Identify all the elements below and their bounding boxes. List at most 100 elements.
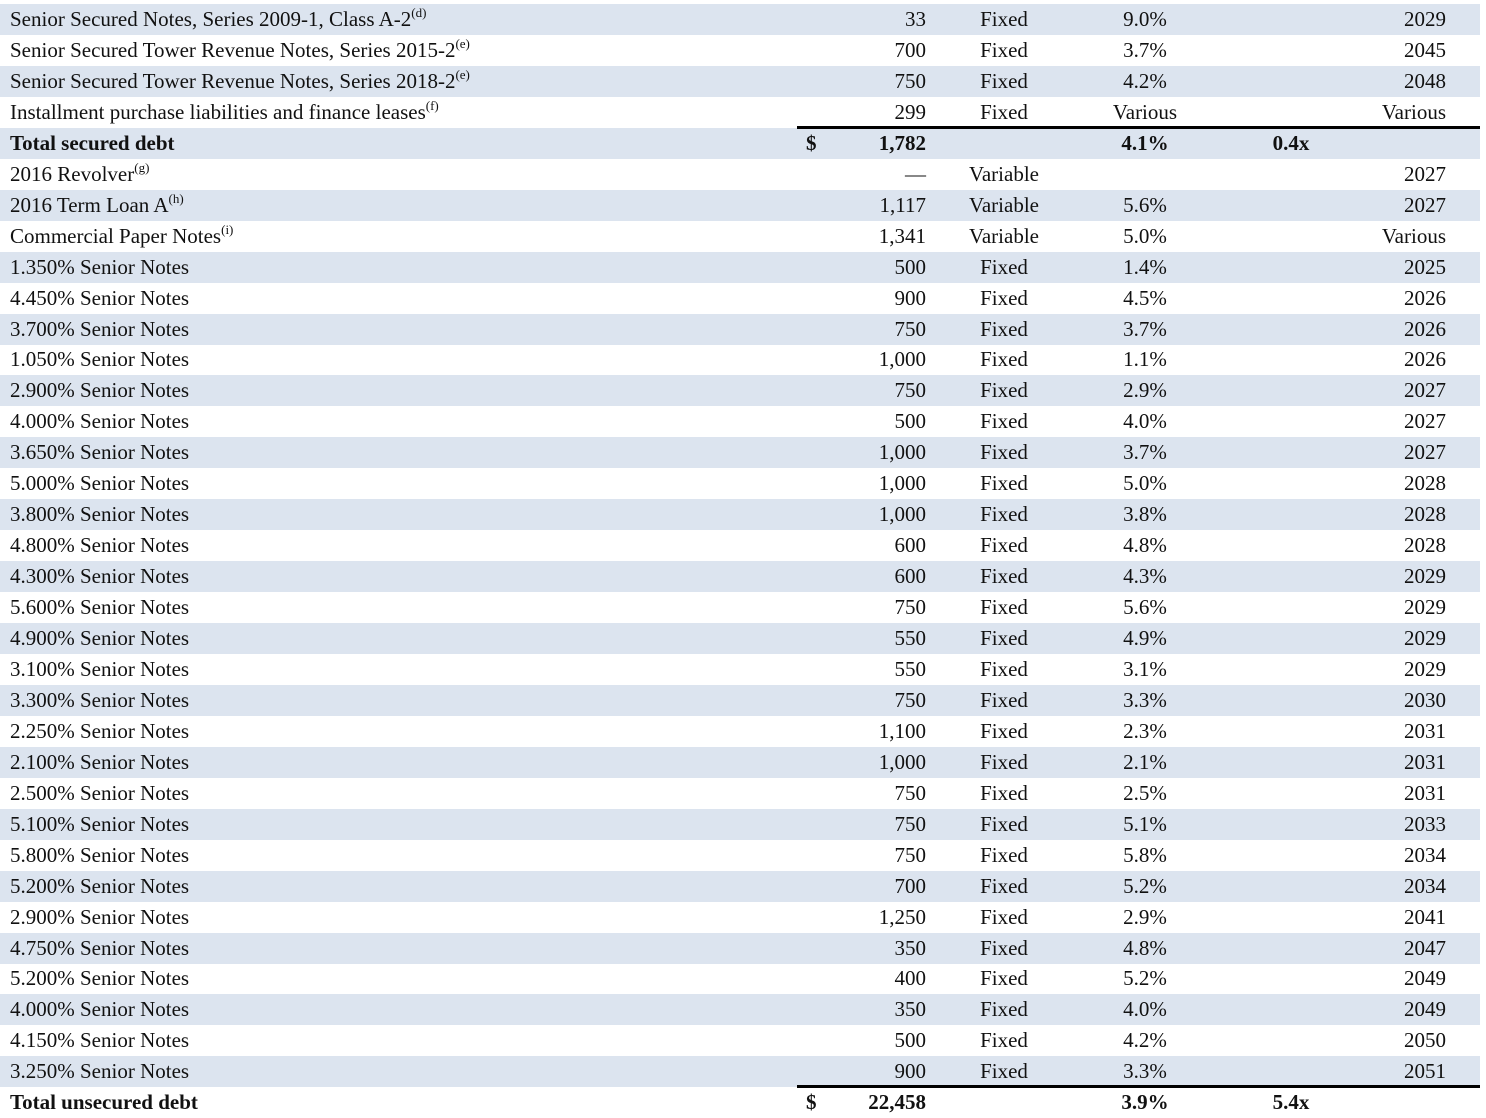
currency-symbol: $: [806, 130, 817, 155]
rate-type: Fixed: [980, 687, 1028, 712]
outstanding-balance: 700: [894, 38, 927, 62]
outstanding-balance: 750: [894, 780, 927, 805]
debt-row: Senior Secured Tower Revenue Notes, Seri…: [0, 35, 1480, 66]
maturity-year: 2050: [1404, 1028, 1446, 1053]
rate-type: Fixed: [980, 471, 1028, 496]
outstanding-balance: 900: [894, 1059, 927, 1084]
description-text: 1.050% Senior Notes: [10, 347, 190, 372]
rate-type: Variable: [969, 161, 1039, 186]
debt-description: 2016 Term Loan A(h): [10, 190, 184, 221]
rate-type: Fixed: [980, 595, 1028, 619]
debt-row: 4.900% Senior Notes 550 Fixed 4.9% 2029: [0, 623, 1480, 654]
maturity-year: 2031: [1404, 718, 1446, 743]
debt-description: 5.000% Senior Notes: [10, 468, 189, 499]
description-text: 3.700% Senior Notes: [10, 316, 190, 341]
rate-type: Fixed: [980, 38, 1028, 62]
debt-row: Senior Secured Tower Revenue Notes, Seri…: [0, 65, 1480, 97]
maturity-year: 2026: [1404, 347, 1446, 372]
debt-description: 4.000% Senior Notes: [10, 994, 189, 1025]
interest-rate: 3.7%: [1123, 440, 1167, 465]
debt-description: 1.350% Senior Notes: [10, 252, 189, 283]
description-text: 4.000% Senior Notes: [10, 997, 190, 1022]
footnote-marker: (e): [455, 36, 470, 51]
footnote-marker: (h): [168, 190, 184, 206]
interest-rate: 5.0%: [1123, 223, 1167, 248]
description-text: 4.000% Senior Notes: [10, 409, 190, 434]
maturity-year: 2027: [1404, 440, 1446, 465]
maturity-year: 2049: [1404, 966, 1446, 991]
rate-type: Fixed: [980, 904, 1028, 929]
footnote-marker: (i): [221, 221, 234, 237]
description-text: Commercial Paper Notes: [10, 223, 222, 248]
debt-row: 3.650% Senior Notes 1,000 Fixed 3.7% 2027: [0, 437, 1480, 469]
maturity-year: 2048: [1404, 68, 1446, 93]
description-text: Senior Secured Tower Revenue Notes, Seri…: [10, 68, 456, 93]
debt-row: 4.150% Senior Notes 500 Fixed 4.2% 2050: [0, 1025, 1480, 1056]
description-text: 2.900% Senior Notes: [10, 378, 190, 403]
interest-rate: 3.1%: [1123, 656, 1167, 681]
description-text: 5.100% Senior Notes: [10, 811, 190, 836]
debt-row: 2.500% Senior Notes 750 Fixed 2.5% 2031: [0, 778, 1480, 809]
interest-rate: 3.9%: [1121, 1090, 1169, 1115]
maturity-year: Various: [1381, 223, 1446, 248]
interest-rate: 4.5%: [1123, 285, 1167, 310]
debt-row: 2.100% Senior Notes 1,000 Fixed 2.1% 2031: [0, 746, 1480, 778]
rate-type: Fixed: [980, 626, 1028, 650]
maturity-year: 2029: [1404, 564, 1446, 589]
outstanding-balance: 750: [894, 378, 927, 403]
outstanding-balance: 1,250: [878, 904, 926, 929]
debt-row: Installment purchase liabilities and fin…: [0, 97, 1480, 128]
interest-rate: 5.2%: [1123, 966, 1167, 991]
debt-row: 5.200% Senior Notes 400 Fixed 5.2% 2049: [0, 963, 1480, 994]
debt-description: 5.100% Senior Notes: [10, 809, 189, 840]
description-text: 2.500% Senior Notes: [10, 780, 190, 805]
interest-rate: 4.1%: [1121, 130, 1169, 155]
interest-rate: 9.0%: [1123, 7, 1167, 31]
maturity-year: 2033: [1404, 811, 1446, 836]
interest-rate: 5.0%: [1123, 471, 1167, 496]
description-text: 3.800% Senior Notes: [10, 502, 190, 527]
maturity-year: 2027: [1404, 161, 1446, 186]
maturity-year: 2026: [1404, 316, 1446, 341]
rate-type: Fixed: [980, 811, 1028, 836]
outstanding-balance: 750: [894, 687, 927, 712]
description-text: 4.450% Senior Notes: [10, 285, 190, 310]
outstanding-balance: 600: [894, 564, 927, 589]
debt-row: 3.300% Senior Notes 750 Fixed 3.3% 2030: [0, 684, 1480, 716]
description-text: 5.800% Senior Notes: [10, 842, 190, 867]
rate-type: Fixed: [980, 873, 1028, 898]
debt-description: 3.700% Senior Notes: [10, 314, 189, 345]
description-text: 4.800% Senior Notes: [10, 533, 190, 558]
rate-type: Fixed: [980, 842, 1028, 867]
interest-rate: 5.6%: [1123, 192, 1167, 217]
interest-rate: 4.2%: [1123, 1028, 1167, 1053]
interest-rate: 2.3%: [1123, 718, 1167, 743]
debt-description: 1.050% Senior Notes: [10, 344, 189, 375]
outstanding-balance: 400: [894, 966, 927, 991]
currency-symbol: $: [806, 1090, 817, 1115]
debt-description: 5.600% Senior Notes: [10, 592, 189, 623]
rate-type: Fixed: [980, 749, 1028, 774]
maturity-year: 2028: [1404, 533, 1446, 558]
debt-row: 4.000% Senior Notes 350 Fixed 4.0% 2049: [0, 994, 1480, 1026]
maturity-year: 2051: [1404, 1059, 1446, 1084]
rate-type: Fixed: [980, 409, 1028, 434]
debt-description: 4.150% Senior Notes: [10, 1025, 189, 1056]
debt-row: 1.050% Senior Notes 1,000 Fixed 1.1% 2026: [0, 344, 1480, 375]
debt-description: 3.800% Senior Notes: [10, 499, 189, 530]
debt-row: 4.300% Senior Notes 600 Fixed 4.3% 2029: [0, 561, 1480, 593]
debt-description: 5.800% Senior Notes: [10, 840, 189, 871]
outstanding-balance: 500: [894, 254, 927, 279]
debt-description: Senior Secured Tower Revenue Notes, Seri…: [10, 66, 470, 97]
maturity-year: 2027: [1404, 409, 1446, 434]
maturity-year: 2026: [1404, 285, 1446, 310]
debt-row: 5.100% Senior Notes 750 Fixed 5.1% 2033: [0, 808, 1480, 840]
rate-type: Fixed: [980, 533, 1028, 558]
rate-type: Fixed: [980, 68, 1028, 93]
debt-row: 2.900% Senior Notes 1,250 Fixed 2.9% 2041: [0, 902, 1480, 933]
debt-description: 4.800% Senior Notes: [10, 530, 189, 561]
leverage-ratio: 5.4x: [1272, 1090, 1310, 1115]
rate-type: Fixed: [980, 285, 1028, 310]
description-text: 3.100% Senior Notes: [10, 656, 190, 681]
interest-rate: 3.7%: [1123, 38, 1167, 62]
